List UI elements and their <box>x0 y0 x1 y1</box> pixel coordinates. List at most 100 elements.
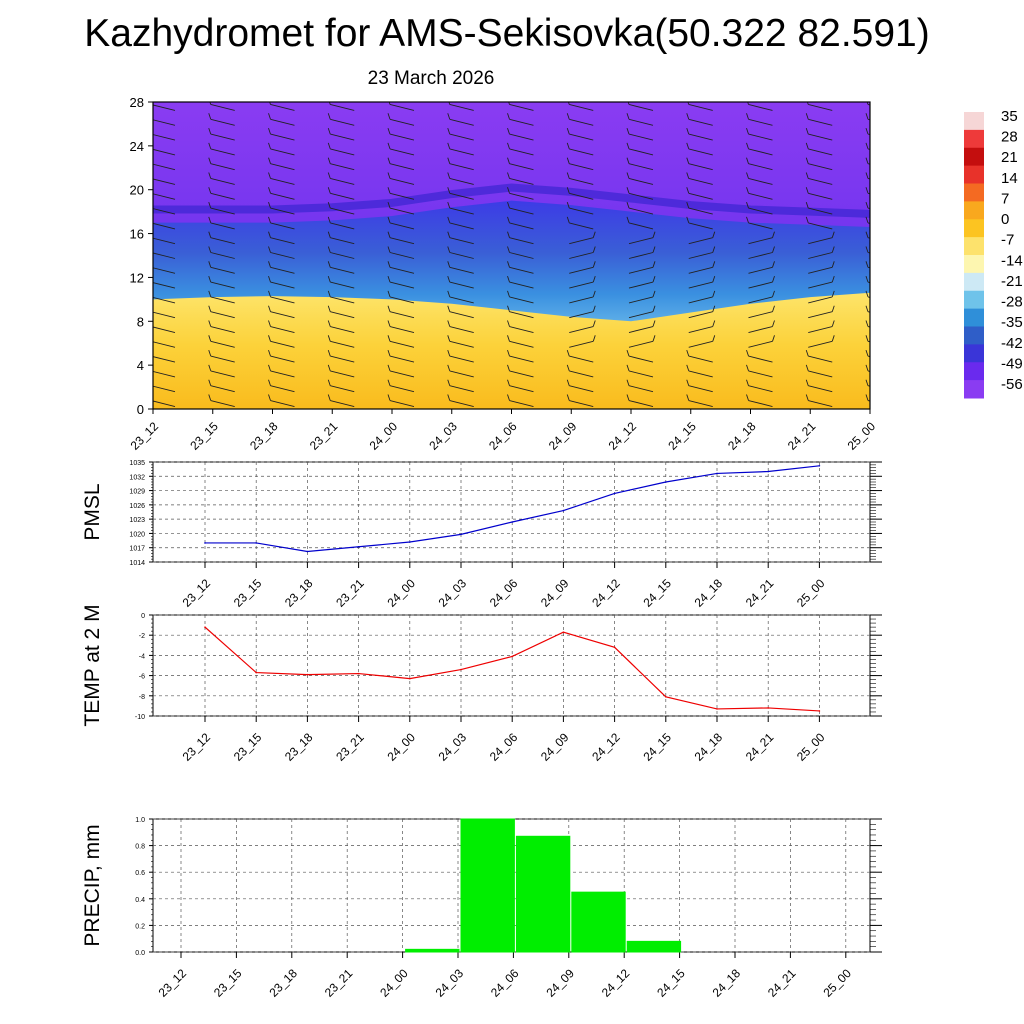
wind-barb <box>270 252 295 259</box>
wind-barb <box>270 340 295 348</box>
data-point <box>306 550 309 553</box>
wind-barb-flag <box>831 261 835 268</box>
wind-barb <box>270 178 295 185</box>
wind-barb-flag <box>507 379 510 386</box>
wind-barb-flag <box>686 364 690 372</box>
wind-barb <box>867 118 870 121</box>
wind-barb-flag <box>447 394 451 401</box>
wind-barb-flag <box>327 394 331 401</box>
x-tick-label: 24_00 <box>384 576 418 610</box>
y-tick-label: 1035 <box>129 460 145 467</box>
wind-barb <box>389 266 415 274</box>
wind-barb <box>153 282 176 289</box>
wind-barb-flag <box>865 246 869 253</box>
data-point <box>665 481 667 483</box>
wind-barb-flag <box>268 187 271 194</box>
wind-barb <box>688 370 713 378</box>
x-tick-label: 24_09 <box>538 730 572 764</box>
wind-barb <box>509 340 534 348</box>
wind-barb <box>210 163 235 171</box>
wind-barb-flag <box>865 394 869 401</box>
wind-barb <box>389 148 415 156</box>
wind-barb <box>688 326 713 333</box>
wind-barb-flag <box>865 320 869 327</box>
wind-barb <box>628 222 654 230</box>
colorbar-label: 14 <box>1001 170 1018 187</box>
wind-barb <box>628 148 654 156</box>
wind-barb-flag <box>865 305 869 312</box>
wind-barb-flag <box>652 231 656 238</box>
wind-barb-flag <box>268 379 271 386</box>
wind-barb <box>569 355 594 363</box>
wind-barb-flag <box>566 201 570 209</box>
wind-barb <box>153 267 176 274</box>
data-point <box>665 696 667 698</box>
wind-barb <box>330 163 355 171</box>
wind-barb-flag <box>208 157 212 164</box>
wind-barb <box>509 222 534 230</box>
wind-barb <box>389 207 415 215</box>
wind-barb <box>628 326 654 333</box>
colorbar-swatch <box>964 255 984 274</box>
colorbar-label: -42 <box>1001 335 1023 352</box>
wind-barb <box>688 311 713 319</box>
wind-barb <box>270 311 295 319</box>
wind-barb <box>449 104 474 111</box>
x-tick-label: 24_21 <box>743 730 777 764</box>
wind-barb <box>210 326 235 333</box>
colorbar-label: 28 <box>1001 129 1018 146</box>
wind-barb <box>509 281 534 289</box>
wind-barb <box>330 192 355 200</box>
x-tick-label: 24_12 <box>599 966 633 1000</box>
wind-barb-column <box>746 102 775 407</box>
wind-barb-flag <box>592 231 596 238</box>
wind-barb-flag <box>686 187 690 194</box>
wind-barb <box>509 178 534 185</box>
wind-barb <box>449 207 474 215</box>
wind-barb-flag <box>268 275 271 283</box>
wind-barb-flag <box>387 261 391 268</box>
wind-barb-flag <box>566 157 570 164</box>
data-point <box>716 472 718 475</box>
heatmap-area <box>153 102 870 409</box>
wind-barb-flag <box>447 172 451 179</box>
wind-barb <box>389 118 415 126</box>
wind-barb-flag <box>865 157 869 164</box>
x-tick-label: 23_21 <box>322 966 356 1000</box>
wind-barb <box>688 252 713 259</box>
wind-barb-flag <box>626 113 630 120</box>
wind-barb-flag <box>805 157 809 164</box>
y-tick-label: 0.6 <box>135 870 145 877</box>
wind-barb-flag <box>268 201 271 209</box>
wind-barb-flag <box>327 142 331 150</box>
colorbar-swatch <box>964 380 984 399</box>
wind-barb-flag <box>507 201 510 209</box>
wind-barb <box>270 192 295 200</box>
wind-barb <box>628 133 654 141</box>
x-tick-label: 24_06 <box>486 419 520 453</box>
wind-barb <box>867 222 870 224</box>
plot-frame <box>152 614 871 717</box>
wind-barb-flag <box>566 187 570 194</box>
wind-barb-flag <box>268 261 271 268</box>
wind-barb <box>867 252 870 254</box>
wind-barb <box>569 326 594 333</box>
wind-barb-column <box>865 102 870 402</box>
wind-barb <box>688 104 713 111</box>
y-axis-label: PRECIP, mm <box>81 824 104 946</box>
y-tick-label: 1.0 <box>135 817 145 824</box>
x-tick-label: 24_15 <box>654 966 688 1000</box>
wind-barb <box>867 340 870 343</box>
x-tick-label: 24_03 <box>436 576 470 610</box>
wind-barb <box>509 385 534 393</box>
y-tick-label: 1014 <box>129 560 145 567</box>
wind-barb <box>748 370 773 378</box>
wind-barb <box>748 385 773 393</box>
wind-barb-flag <box>507 231 510 238</box>
wind-barb-flag <box>865 290 869 298</box>
y-tick-label: 1032 <box>129 474 145 481</box>
wind-barb-flag <box>686 379 690 386</box>
wind-barb <box>569 163 594 171</box>
wind-barb-flag <box>686 113 690 120</box>
colorbar-swatch <box>964 219 984 238</box>
